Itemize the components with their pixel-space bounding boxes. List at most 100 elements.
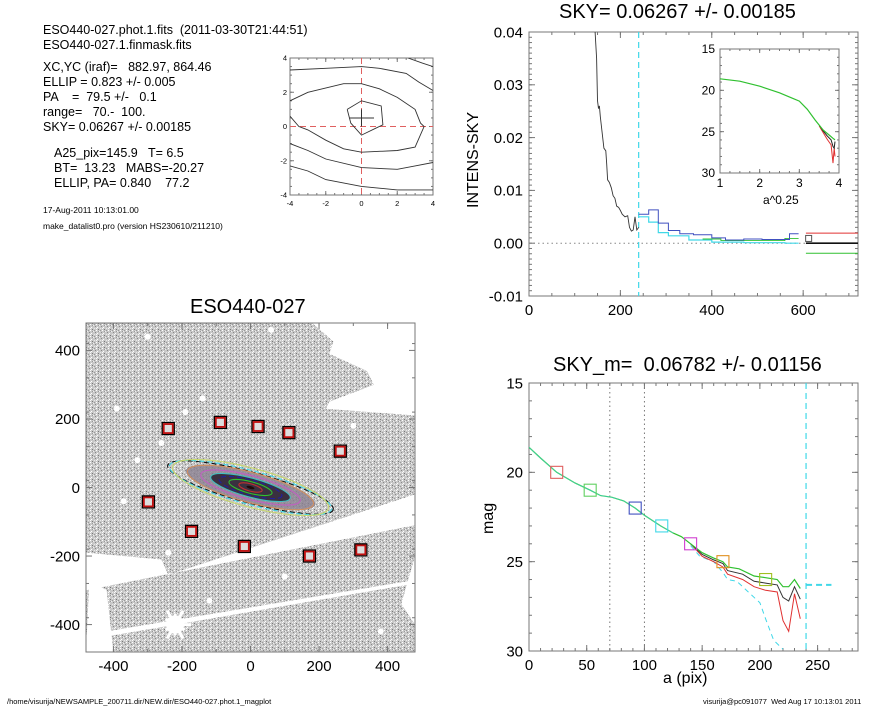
sky-plot-title: SKY= 0.06267 +/- 0.00185 <box>559 1 796 23</box>
field-star <box>182 409 189 416</box>
y-tick-label: -0.01 <box>489 288 523 305</box>
y-tick-label: 15 <box>506 375 523 392</box>
x-tick-label: 0 <box>525 302 533 319</box>
masked-gap <box>86 494 415 591</box>
y-tick-label: 15 <box>702 42 716 56</box>
sky-box <box>282 426 296 440</box>
field-star <box>346 330 353 337</box>
galaxy-core <box>246 485 255 490</box>
y-tick-label: -4 <box>280 191 287 200</box>
field-star <box>113 405 120 412</box>
isophote-marker <box>759 572 773 587</box>
field-star <box>134 457 141 464</box>
x-tick-label: 0 <box>359 199 363 208</box>
y-tick-label: 2 <box>283 88 287 97</box>
sky-box <box>213 415 227 430</box>
y-tick-label: 400 <box>55 343 80 360</box>
sky-box-inner <box>238 541 250 552</box>
inset-green-line <box>720 78 836 141</box>
x-tick-label: -2 <box>322 199 329 208</box>
inset-series <box>720 78 836 164</box>
image-plot-title: ESO440-027 <box>190 296 306 318</box>
sky-inset-plot: 1 2 3 4 15 20 25 30 <box>702 42 843 190</box>
masked-corner <box>329 323 415 399</box>
y-tick-label: 4 <box>283 54 287 63</box>
param-line-ellip: ELLIP = 0.823 +/- 0.005 <box>43 75 176 89</box>
image-content <box>86 323 415 652</box>
x-tick-label: -400 <box>98 658 128 675</box>
sky-box-inner <box>304 550 315 562</box>
x-tick-label: 250 <box>805 657 830 674</box>
isophote-ellipse <box>210 472 291 503</box>
sky-box-inner <box>142 496 154 508</box>
program-version: make_datalist0.pro (version HS230610/211… <box>43 221 223 231</box>
derived-line-ellip-pa: ELLIP, PA= 0.840 77.2 <box>54 176 190 190</box>
y-tick-label: 30 <box>702 166 716 180</box>
contour-lines <box>290 58 433 195</box>
green-profile <box>529 446 801 589</box>
y-tick-label: 20 <box>506 465 523 482</box>
x-tick-label: 4 <box>431 199 435 208</box>
field-star <box>377 628 384 635</box>
star-spike <box>174 617 186 626</box>
y-tick-label: 25 <box>506 554 523 571</box>
mag-profile-plot: 0 50 100 150 200 250 15 20 25 30 <box>506 375 859 674</box>
blue-step-line <box>638 209 799 241</box>
x-tick-label: 3 <box>796 176 803 190</box>
footer-path: /home/visurija/NEWSAMPLE_200711.dir/NEW.… <box>7 697 272 706</box>
contour-line <box>290 83 425 153</box>
field-star <box>158 439 165 446</box>
isophote-ellipse <box>168 459 333 516</box>
isophote-marker <box>550 465 564 479</box>
param-line-pa: PA = 79.5 +/- 0.1 <box>43 90 157 104</box>
mag-series <box>529 383 832 651</box>
contour-line <box>290 143 433 170</box>
param-line-sky: SKY= 0.06267 +/- 0.00185 <box>43 120 192 134</box>
sky-plot-ylabel: INTENS-SKY <box>465 111 482 208</box>
y-tick-label: 25 <box>702 125 716 139</box>
x-tick-label: 50 <box>578 657 595 674</box>
red-profile <box>690 543 801 633</box>
x-tick-label: 400 <box>699 302 724 319</box>
sky-box <box>251 419 265 434</box>
inset-xlabel: a^0.25 <box>763 193 799 207</box>
inset-frame <box>719 48 840 174</box>
param-line-range: range= 70.- 100. <box>43 105 146 119</box>
isophote-marker <box>716 555 730 569</box>
isophote-marker <box>655 519 669 533</box>
isophote-ellipse <box>200 469 301 506</box>
sky-box <box>237 539 251 554</box>
mag-plot-ylabel: mag <box>480 502 497 534</box>
footer-user-stamp: visurija@pc091077 Wed Aug 17 10:13:01 20… <box>703 697 862 706</box>
sky-box-inner <box>214 416 226 428</box>
x-tick-label: 100 <box>632 657 657 674</box>
cyan-dashed-profile <box>690 545 784 650</box>
y-tick-label: -2 <box>280 156 287 165</box>
isophote-ellipse <box>238 482 263 493</box>
green-step-line <box>702 237 799 242</box>
file-line: ESO440-027.phot.1.fits (2011-03-30T21:44… <box>43 23 308 37</box>
y-tick-label: 0.03 <box>494 77 523 94</box>
isophote-marker <box>583 483 597 497</box>
isophote-ellipse <box>218 475 283 500</box>
sky-box-inner <box>355 544 367 556</box>
y-tick-label: -200 <box>50 548 80 565</box>
sky-marker <box>805 234 813 242</box>
sky-box <box>302 549 317 563</box>
isophote-ellipse <box>228 478 273 497</box>
sky-series <box>529 32 858 296</box>
field-star <box>144 333 151 340</box>
plot-frame <box>528 382 859 652</box>
y-tick-label: 0.02 <box>494 130 523 147</box>
x-tick-label: 150 <box>690 657 715 674</box>
y-tick-label: 30 <box>506 643 523 660</box>
x-tick-label: 2 <box>395 199 399 208</box>
isophote-marker <box>684 537 698 551</box>
contour-line <box>290 66 433 91</box>
sky-box-inner <box>283 427 295 439</box>
y-tick-label: 200 <box>55 411 80 428</box>
cyan-step-line <box>638 216 799 244</box>
sky-box <box>354 543 368 557</box>
field-star <box>120 498 127 505</box>
derived-line-a25: A25_pix=145.9 T= 6.5 <box>54 146 184 160</box>
